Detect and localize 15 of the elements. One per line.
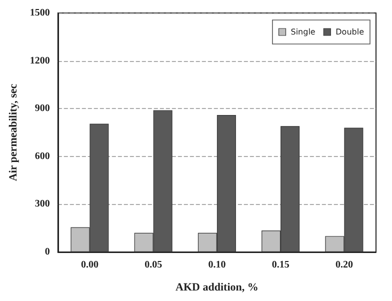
legend-label: Double [336, 28, 364, 36]
y-tick-label: 1200 [30, 55, 50, 66]
x-tick-label: 0.15 [272, 260, 290, 270]
y-axis-title: Air permeability, sec [8, 84, 20, 182]
x-tick-label: 0.05 [144, 260, 162, 270]
y-tick-label: 900 [34, 103, 50, 114]
y-tick-label: 300 [34, 198, 50, 210]
x-axis-title: AKD addition, % [176, 282, 258, 294]
y-tick-label: 0 [44, 246, 50, 258]
legend-label: Single [290, 28, 316, 36]
x-tick-label: 0.00 [80, 260, 98, 270]
x-tick-label: 0.20 [335, 260, 353, 270]
y-tick-label: 600 [34, 150, 50, 162]
y-tick-label: 1500 [30, 8, 50, 18]
x-tick-label: 0.10 [208, 260, 226, 270]
